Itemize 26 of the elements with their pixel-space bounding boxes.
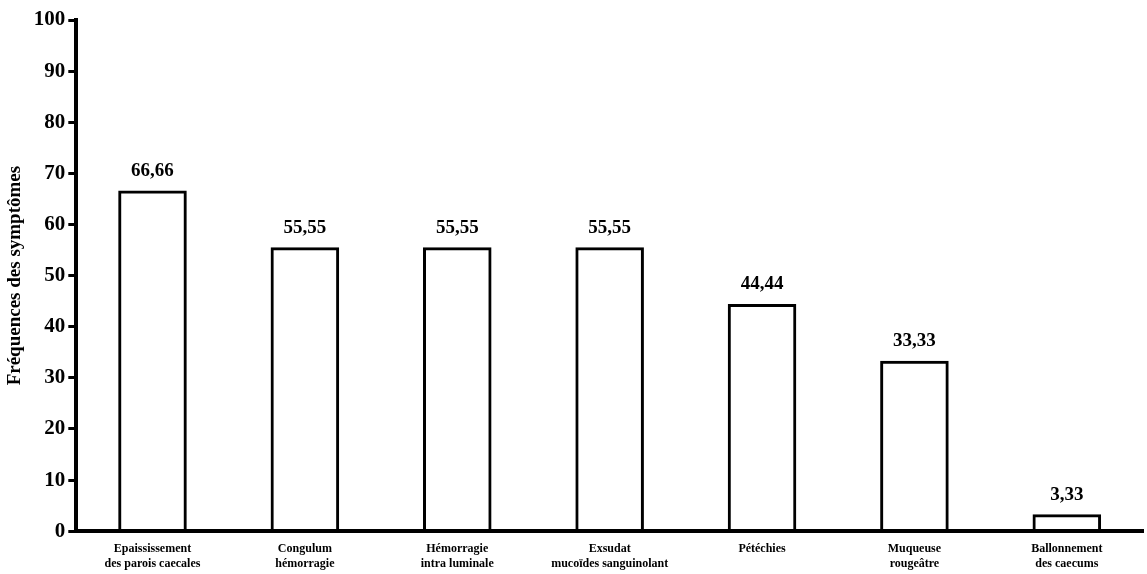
y-tick-label: 40 (44, 313, 66, 338)
y-tick-label: 60 (44, 210, 66, 235)
y-tick-label: 80 (44, 108, 66, 133)
data-label: 55,55 (283, 215, 327, 237)
x-tick-label: Muqueuse rougeâtre (887, 541, 942, 570)
data-label: 66,66 (131, 158, 174, 180)
y-tick-label: 20 (44, 415, 66, 440)
x-tick-label: Exsudat mucoïdes sanguinolant (551, 541, 669, 570)
y-tick-label: 50 (44, 262, 66, 287)
x-tick-label: Congulum hémorragie (275, 541, 336, 570)
y-tick-label: 30 (44, 364, 66, 389)
x-tick-label: Epaississement des parois caecales (104, 541, 201, 570)
y-tick-label: 90 (44, 57, 66, 82)
y-tick-label: 100 (33, 6, 66, 31)
x-tick-label: Hémorragie intra luminale (420, 541, 495, 570)
data-label: 55,55 (435, 215, 479, 237)
data-label: 3,33 (1050, 482, 1084, 504)
y-tick-label: 10 (44, 466, 66, 491)
data-label: 44,44 (740, 272, 784, 294)
y-tick-label: 0 (54, 517, 66, 542)
x-tick-label: Pétéchies (738, 541, 787, 556)
data-label: 33,33 (893, 329, 936, 351)
y-tick-label: 70 (44, 159, 66, 184)
y-axis-title: Fréquences des symptômes (3, 165, 25, 386)
data-label: 55,55 (588, 215, 632, 237)
x-tick-label: Ballonnement des caecums (1031, 541, 1103, 570)
